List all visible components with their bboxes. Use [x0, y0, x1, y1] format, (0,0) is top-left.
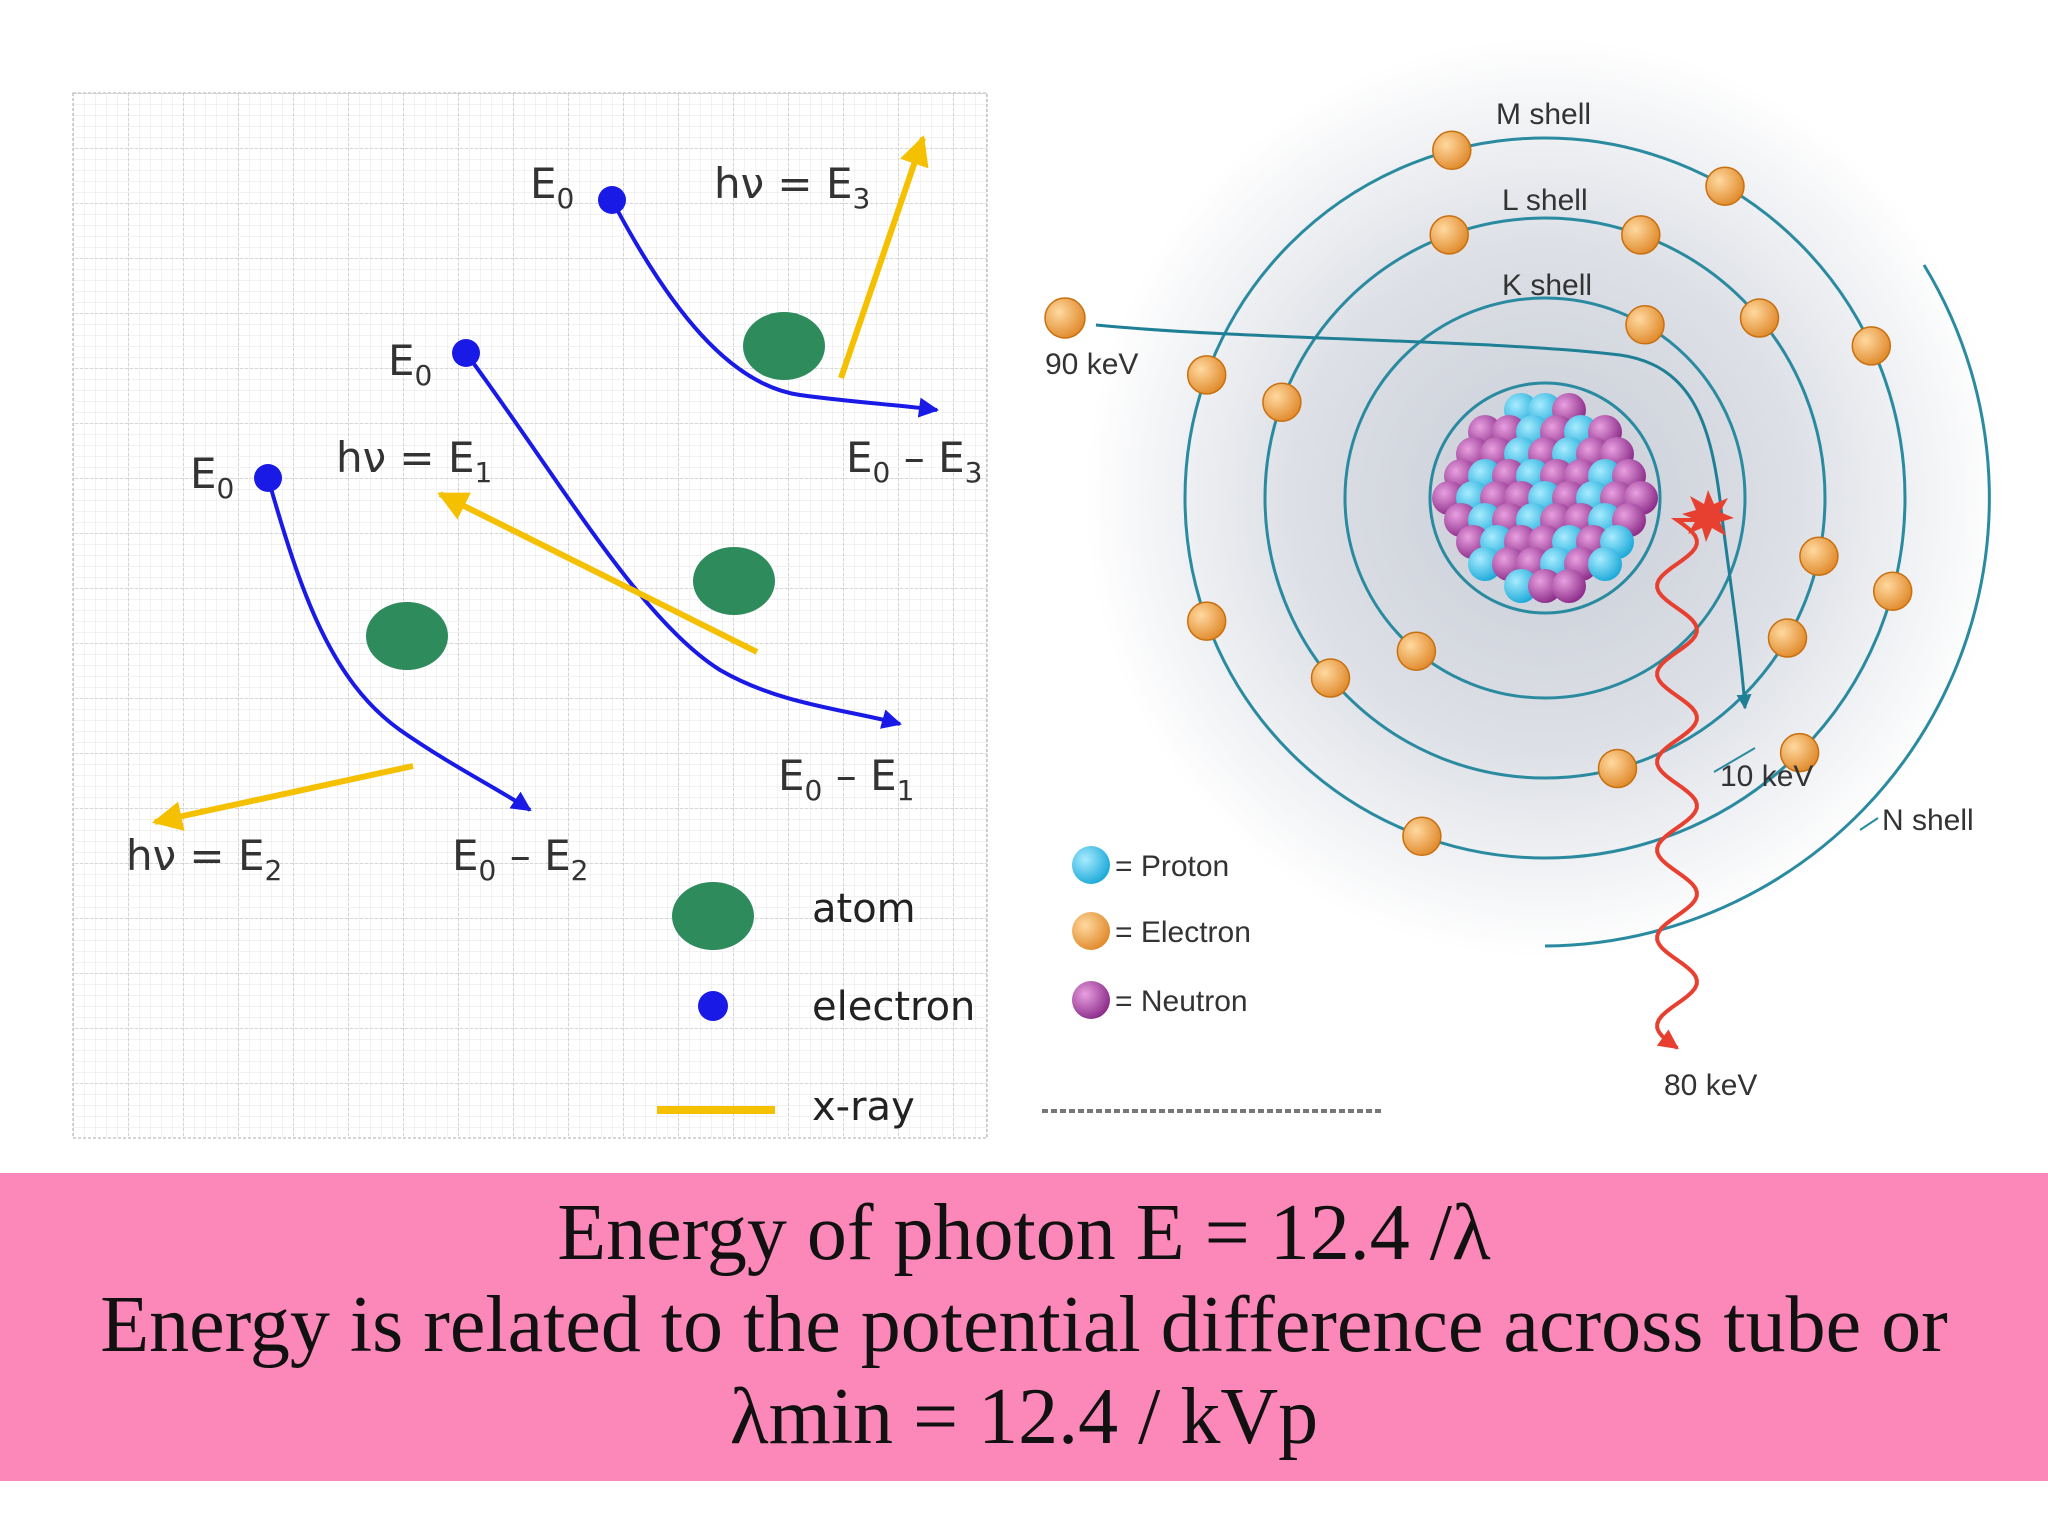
label-e0-middle: E0 [388, 336, 432, 392]
label-hv-e1: hν = E1 [336, 433, 492, 489]
xray-middle [437, 491, 759, 655]
legend-xray-label: x-ray [812, 1084, 915, 1130]
shell-electron [1402, 816, 1442, 857]
nucleus-neutron [1528, 569, 1562, 603]
n-shell-pointer [1859, 817, 1879, 831]
k-shell-label: K shell [1502, 269, 1592, 302]
atom-left [366, 602, 448, 670]
label-e0-minus-e3: E0 – E3 [846, 433, 982, 489]
k-shell-ring [1343, 296, 1747, 700]
l-shell-label: L shell [1502, 184, 1588, 217]
photon-burst [1682, 490, 1734, 542]
nucleus-proton [1468, 547, 1502, 581]
electron-path-left [266, 477, 532, 812]
shell-electrons [1186, 130, 1913, 857]
photon-wave [1655, 518, 1699, 1050]
photon-energy-label: 80 keV [1664, 1069, 1757, 1102]
bremsstrahlung-panel: E0 hν = E3 E0 hν = E1 E0 E0 – E3 E0 – E1… [72, 92, 988, 1139]
atom-top [743, 312, 825, 380]
shell-electron [1739, 298, 1780, 338]
legend-proton-swatch [1072, 846, 1110, 884]
legend-neutron-label: = Neutron [1115, 985, 1248, 1018]
shell-electron [1625, 305, 1665, 345]
label-hv-e2: hν = E2 [126, 831, 282, 887]
shell-electron [1186, 355, 1227, 395]
left-legend: atom electron x-ray [657, 882, 975, 1130]
shell-electron [1621, 215, 1661, 255]
shell-electron [1767, 618, 1808, 658]
legend-atom-swatch [672, 882, 754, 950]
outgoing-pointer [1713, 747, 1756, 773]
label-e0-left: E0 [190, 449, 234, 505]
shell-electron [1597, 748, 1638, 789]
label-e0-minus-e1: E0 – E1 [778, 751, 914, 807]
legend-electron-swatch [698, 991, 728, 1021]
shell-electron [1799, 536, 1839, 576]
legend-electron-swatch-right [1072, 912, 1110, 950]
electron-middle [452, 339, 480, 367]
outgoing-energy-label: 10 keV [1720, 760, 1813, 793]
shell-electron [1396, 631, 1437, 671]
shell-electron [1186, 601, 1227, 641]
xray-left [152, 763, 414, 831]
shell-electron [1262, 382, 1302, 422]
shell-electron [1705, 166, 1745, 206]
nucleus-proton [1588, 547, 1622, 581]
label-hv-e3: hν = E3 [714, 159, 870, 215]
shell-electron [1872, 571, 1913, 611]
electron-path-top [610, 199, 939, 418]
legend-electron-label: electron [812, 984, 975, 1030]
diagram-canvas: E0 hν = E3 E0 hν = E1 E0 E0 – E3 E0 – E1… [72, 38, 2005, 1139]
legend-atom-label: atom [812, 886, 916, 932]
legend-electron-label-right: = Electron [1115, 916, 1251, 949]
label-e0-top: E0 [530, 159, 574, 215]
electron-path-middle [464, 351, 902, 729]
incoming-energy-label: 90 keV [1045, 348, 1138, 381]
atom-middle [693, 547, 775, 615]
caption-line-3: λmin = 12.4 / kVp [729, 1373, 1319, 1461]
legend-neutron-swatch [1072, 981, 1110, 1019]
shell-electron [1432, 130, 1472, 171]
shell-electron [1779, 732, 1820, 773]
particle-legend: = Proton = Electron = Neutron [1072, 846, 1251, 1019]
n-shell-label: N shell [1882, 804, 1974, 837]
legend-proton-label: = Proton [1115, 850, 1229, 883]
nucleus-proton [1504, 569, 1538, 603]
label-e0-minus-e2: E0 – E2 [452, 831, 588, 887]
shell-electron [1851, 326, 1892, 366]
nucleus [1428, 381, 1662, 615]
grid-background [72, 92, 988, 1139]
xray-top [838, 135, 929, 379]
caption-line-1: Energy of photon E = 12.4 /λ [557, 1189, 1491, 1277]
nucleus-neutron [1552, 569, 1586, 603]
m-shell-ring [1183, 136, 1907, 860]
nucleus-boundary [1428, 381, 1662, 615]
caption-banner: Energy of photon E = 12.4 /λ Energy is r… [0, 1173, 2048, 1481]
incoming-electron [1044, 297, 1086, 339]
incoming-electron-path [1095, 323, 1752, 710]
nucleus-particles [1432, 393, 1658, 603]
l-shell-ring [1263, 216, 1827, 780]
m-shell-label: M shell [1496, 98, 1591, 131]
shell-electron [1310, 658, 1351, 698]
shell-electron [1429, 215, 1469, 255]
n-shell-arc [1544, 264, 1991, 948]
caption-line-2: Energy is related to the potential diffe… [100, 1281, 1948, 1369]
electron-left [254, 464, 282, 492]
electron-top [598, 186, 626, 214]
atom-shell-diagram: M shell L shell K shell N shell 90 keV 1… [1042, 38, 2005, 1113]
